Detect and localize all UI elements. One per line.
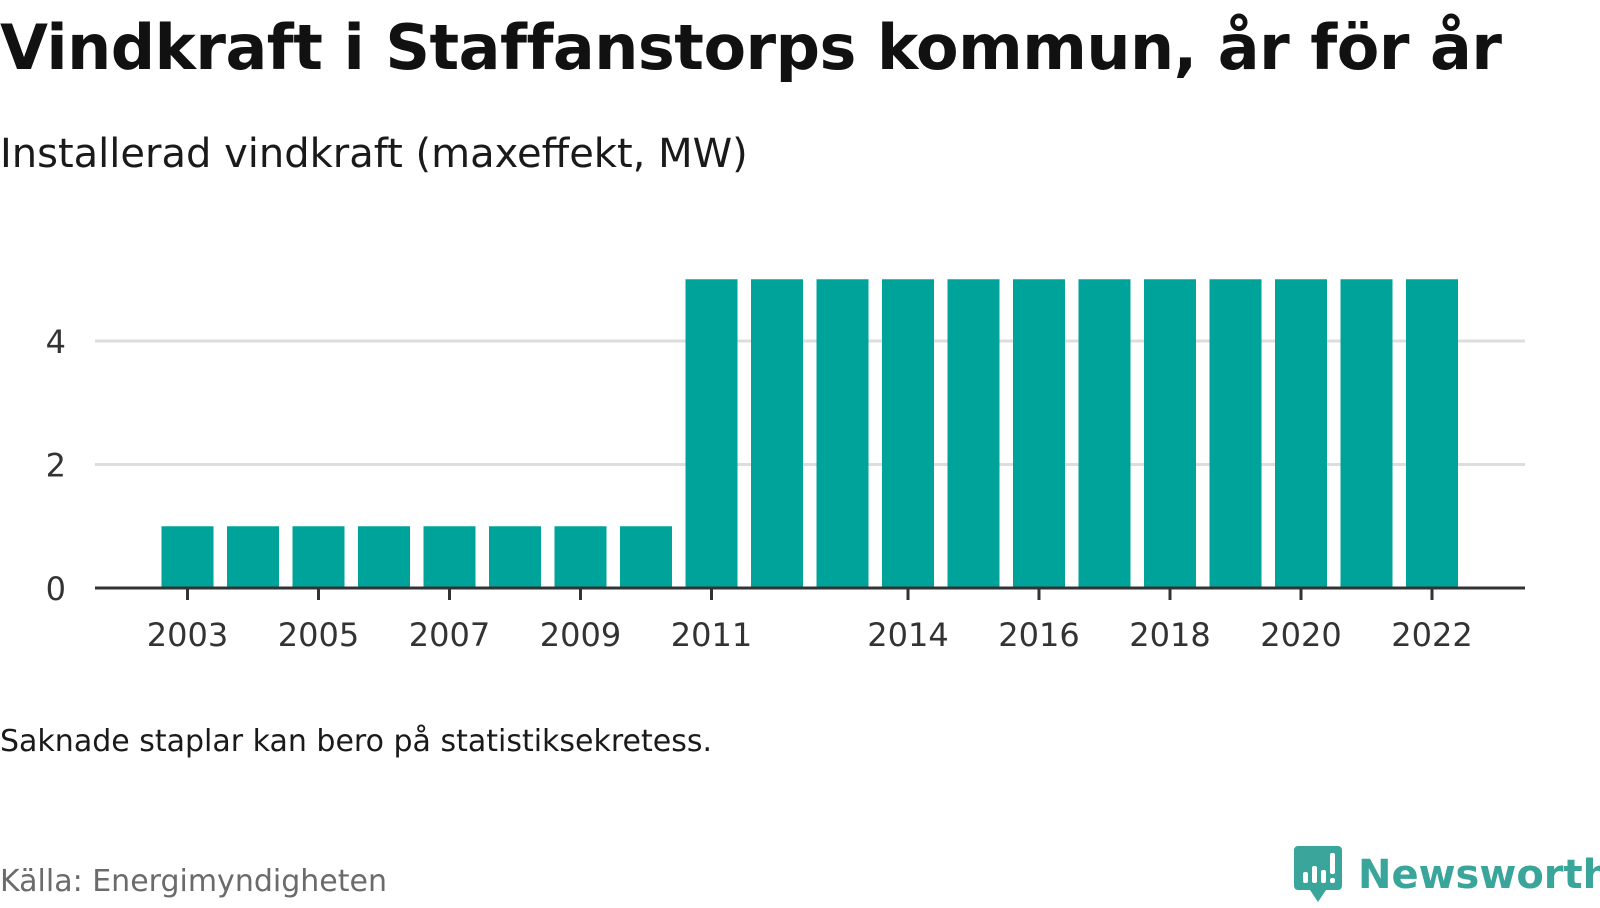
bar-2021 — [1340, 279, 1393, 588]
newsworthy-logo-icon — [1294, 846, 1342, 902]
bar-2005 — [292, 526, 345, 588]
y-tick-label: 2 — [46, 447, 66, 485]
x-tick-label: 2016 — [998, 616, 1079, 654]
bar-2006 — [358, 526, 410, 588]
y-axis-ticks: 0 2 4 — [46, 323, 66, 608]
bar-2017 — [1078, 279, 1131, 588]
bar-2016 — [1013, 279, 1065, 588]
bar-2020 — [1275, 279, 1327, 588]
bar-2004 — [227, 526, 279, 588]
brand-name: Newsworthy — [1358, 852, 1600, 898]
bar-2014 — [882, 279, 934, 588]
footnote: Saknade staplar kan bero på statistiksek… — [0, 724, 713, 759]
x-axis-ticks: 2003 2005 2007 2009 2011 2014 2016 2018 2020 2022 — [147, 588, 1473, 654]
bar-2012 — [751, 279, 803, 588]
y-tick-label: 0 — [46, 570, 66, 608]
bars — [161, 279, 1458, 588]
x-tick-label: 2003 — [147, 616, 228, 654]
chart-title: Vindkraft i Staffanstorps kommun, år för… — [0, 11, 1502, 84]
x-tick-label: 2022 — [1391, 616, 1472, 654]
x-tick-label: 2020 — [1260, 616, 1341, 654]
bar-2010 — [620, 526, 672, 588]
bar-2022 — [1406, 279, 1458, 588]
bar-2015 — [947, 279, 1000, 588]
bar-2013 — [816, 279, 869, 588]
x-tick-label: 2005 — [278, 616, 359, 654]
source-label: Källa: Energimyndigheten — [0, 864, 387, 899]
y-tick-label: 4 — [46, 323, 66, 361]
bar-2003 — [161, 526, 214, 588]
bar-2011 — [685, 279, 738, 588]
x-tick-label: 2007 — [409, 616, 490, 654]
bar-chart: 0 2 4 2003 2005 2007 2009 2011 2014 2016 2018 2020… — [46, 279, 1525, 654]
chart-subtitle: Installerad vindkraft (maxeffekt, MW) — [0, 131, 748, 177]
bar-2008 — [489, 526, 541, 588]
bar-2009 — [554, 526, 607, 588]
bar-2018 — [1144, 279, 1196, 588]
x-tick-label: 2014 — [867, 616, 948, 654]
bar-2007 — [423, 526, 476, 588]
x-tick-label: 2009 — [540, 616, 621, 654]
brand-logo: Newsworthy — [1292, 842, 1600, 908]
x-tick-label: 2018 — [1129, 616, 1210, 654]
x-tick-label: 2011 — [671, 616, 752, 654]
bar-2019 — [1209, 279, 1262, 588]
